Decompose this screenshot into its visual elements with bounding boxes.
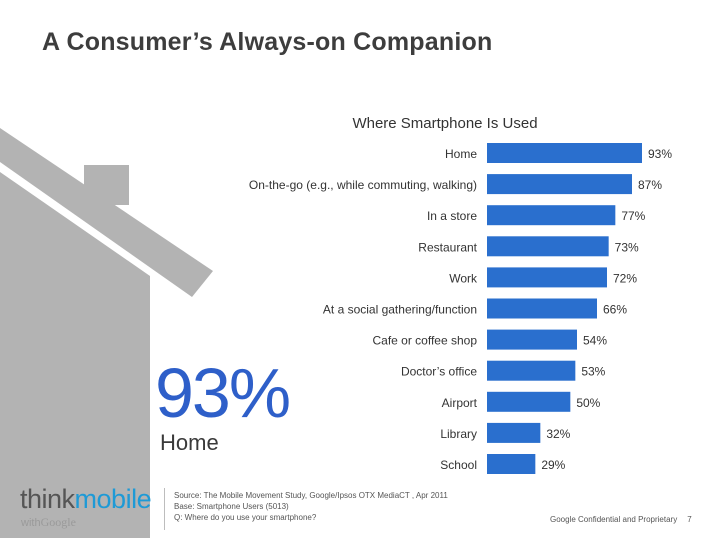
confidential-notice: Google Confidential and Proprietary bbox=[550, 515, 678, 524]
house-wall bbox=[0, 172, 150, 538]
value-label: 32% bbox=[546, 427, 570, 441]
logo-think-text: think bbox=[20, 484, 75, 514]
slide-title: A Consumer’s Always-on Companion bbox=[42, 28, 493, 56]
logo-google-text: Google bbox=[40, 515, 76, 529]
footer: Google Confidential and Proprietary 7 bbox=[550, 515, 692, 524]
value-label: 73% bbox=[615, 240, 639, 254]
category-label: Library bbox=[440, 427, 477, 441]
bar bbox=[487, 143, 642, 163]
highlight-value: 93% bbox=[155, 354, 291, 432]
question-line: Q: Where do you use your smartphone? bbox=[174, 513, 317, 522]
chart-title: Where Smartphone Is Used bbox=[352, 115, 537, 132]
value-label: 72% bbox=[613, 271, 637, 285]
value-label: 77% bbox=[621, 209, 645, 223]
thinkmobile-logo: thinkmobile withGoogle bbox=[20, 484, 152, 529]
highlight-label: Home bbox=[160, 430, 219, 455]
bar bbox=[487, 391, 571, 412]
category-label: Restaurant bbox=[418, 240, 477, 254]
logo-mobile-text: mobile bbox=[74, 484, 152, 514]
bar bbox=[487, 174, 632, 195]
page-number: 7 bbox=[687, 515, 692, 524]
category-label: Home bbox=[445, 147, 477, 161]
category-label: Airport bbox=[442, 396, 478, 410]
bar bbox=[487, 298, 597, 319]
bar bbox=[487, 422, 541, 443]
bar bbox=[487, 236, 609, 257]
logo-with-text: with bbox=[21, 517, 41, 529]
source-notes: Source: The Mobile Movement Study, Googl… bbox=[174, 490, 448, 523]
category-label: Cafe or coffee shop bbox=[372, 334, 477, 348]
category-label: Doctor’s office bbox=[401, 365, 477, 379]
bar bbox=[487, 205, 616, 226]
base-line: Base: Smartphone Users (5013) bbox=[174, 502, 289, 511]
source-line: Source: The Mobile Movement Study, Googl… bbox=[174, 491, 448, 500]
value-label: 66% bbox=[603, 303, 627, 317]
house-chimney bbox=[84, 165, 129, 205]
value-label: 53% bbox=[581, 365, 605, 379]
category-label: Work bbox=[449, 271, 478, 285]
bar bbox=[487, 329, 577, 350]
house-roof bbox=[0, 128, 213, 297]
bar bbox=[487, 454, 536, 474]
logo-divider bbox=[164, 488, 165, 530]
bars-layer: Home 93% On-the-go (e.g., while commuting,… bbox=[249, 143, 672, 474]
value-label: 93% bbox=[648, 147, 672, 161]
category-label: School bbox=[440, 458, 477, 472]
value-label: 54% bbox=[583, 334, 607, 348]
value-label: 87% bbox=[638, 178, 662, 192]
category-label: At a social gathering/function bbox=[323, 303, 477, 317]
category-label: In a store bbox=[427, 209, 477, 223]
value-label: 29% bbox=[541, 458, 565, 472]
logo-with-google: withGoogle bbox=[21, 516, 76, 529]
value-label: 50% bbox=[576, 396, 600, 410]
bar bbox=[487, 267, 607, 288]
category-label: On-the-go (e.g., while commuting, walkin… bbox=[249, 178, 477, 192]
bar bbox=[487, 360, 576, 381]
